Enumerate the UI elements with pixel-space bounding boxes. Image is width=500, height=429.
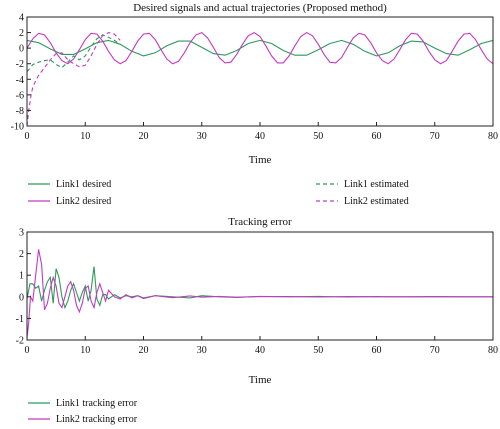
x-tick-label: 60 xyxy=(372,345,382,356)
legend-label: Link1 estimated xyxy=(344,179,409,190)
x-tick-label: 50 xyxy=(313,131,323,142)
x-tick-label: 10 xyxy=(80,131,90,142)
x-axis-label: Time xyxy=(249,154,272,166)
y-tick-label: 2 xyxy=(19,249,24,260)
legend-item-link2-desired: Link2 desired xyxy=(28,196,111,207)
y-tick-label: 2 xyxy=(19,28,24,39)
x-tick-label: 80 xyxy=(488,345,498,356)
legend-label: Link2 tracking error xyxy=(56,414,138,425)
y-tick-label: 0 xyxy=(19,44,24,55)
x-tick-label: 40 xyxy=(255,131,265,142)
legend-item-link1-tracking-error: Link1 tracking error xyxy=(28,398,138,409)
legend-item-link2-tracking-error: Link2 tracking error xyxy=(28,414,138,425)
legend-label: Link1 desired xyxy=(56,179,111,190)
x-tick-label: 80 xyxy=(488,131,498,142)
x-tick-label: 30 xyxy=(197,131,207,142)
x-tick-label: 50 xyxy=(313,345,323,356)
plot-frame xyxy=(26,16,494,127)
legend-item-link1-desired: Link1 desired xyxy=(28,179,111,190)
y-tick-label: 0 xyxy=(19,292,24,303)
x-tick-label: 30 xyxy=(197,345,207,356)
series-line-link2-desired xyxy=(27,31,493,65)
x-tick-label: 70 xyxy=(430,131,440,142)
y-tick-label: 3 xyxy=(19,228,24,239)
x-tick-label: 0 xyxy=(25,345,30,356)
chart-1: Desired signals and actual trajectories … xyxy=(11,2,498,207)
x-tick-label: 10 xyxy=(80,345,90,356)
y-tick-label: -2 xyxy=(16,336,24,347)
series-line-link2-tracking-error xyxy=(27,249,493,338)
series-line-link2-estimated xyxy=(27,32,121,126)
chart-title: Desired signals and actual trajectories … xyxy=(133,2,387,14)
y-tick-label: -8 xyxy=(16,106,24,117)
x-tick-label: 20 xyxy=(139,131,149,142)
legend-label: Link2 desired xyxy=(56,196,111,207)
legend-item-link1-estimated: Link1 estimated xyxy=(316,179,409,190)
x-tick-label: 20 xyxy=(139,345,149,356)
x-axis-label: Time xyxy=(249,374,272,386)
y-tick-label: -6 xyxy=(16,90,24,101)
y-tick-label: -1 xyxy=(16,314,24,325)
series-line-link1-desired xyxy=(27,39,493,57)
x-tick-label: 60 xyxy=(372,131,382,142)
plot-frame xyxy=(26,231,494,341)
x-tick-label: 40 xyxy=(255,345,265,356)
legend-label: Link2 estimated xyxy=(344,196,409,207)
legend-label: Link1 tracking error xyxy=(56,398,138,409)
x-tick-label: 70 xyxy=(430,345,440,356)
y-tick-label: -2 xyxy=(16,59,24,70)
y-tick-label: 1 xyxy=(19,271,24,282)
series-line-link1-tracking-error xyxy=(27,266,493,310)
x-tick-label: 0 xyxy=(25,131,30,142)
y-tick-label: 4 xyxy=(19,13,24,24)
legend-item-link2-estimated: Link2 estimated xyxy=(316,196,409,207)
y-tick-label: -4 xyxy=(16,75,24,86)
chart-title: Tracking error xyxy=(228,216,292,228)
y-tick-label: -10 xyxy=(11,122,24,133)
